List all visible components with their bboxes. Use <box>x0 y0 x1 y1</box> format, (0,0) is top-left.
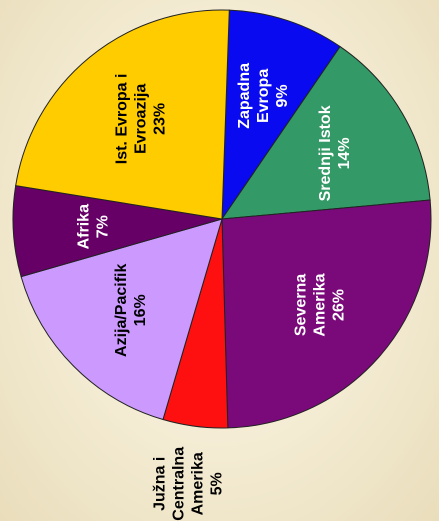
slice-label-line: Amerika <box>190 452 207 515</box>
slice-label-afrika: Afrika 7% <box>76 204 112 249</box>
pie-slice-azija-pacifik <box>20 218 223 421</box>
slice-label-line: Južna i <box>152 457 169 511</box>
slice-label-line: Severna <box>293 274 310 336</box>
slice-label-line: 14% <box>336 137 353 169</box>
slice-label-line: Ist. Evropa i <box>113 74 130 165</box>
slice-label-line: 16% <box>132 294 149 326</box>
slice-label-zapadna: Zapadna Evropa 9% <box>236 63 291 129</box>
slice-label-severna: Severna Amerika 26% <box>293 273 348 336</box>
pie-slice-srednji-istok <box>220 45 431 220</box>
slice-label-line: 9% <box>274 84 291 107</box>
pie-slice-severna <box>221 199 432 429</box>
slice-label-line: 23% <box>151 103 168 135</box>
pie-slices <box>12 9 432 429</box>
slice-label-line: 26% <box>331 289 348 321</box>
slice-label-line: Azija/Pacifik <box>113 264 130 357</box>
slice-label-azija-pacifik: Azija/Pacifik 16% <box>113 264 149 357</box>
slice-label-line: Evroazija <box>132 84 149 154</box>
slice-label-srednji-istok: Srednji Istok 14% <box>317 105 353 201</box>
slice-label-line: Afrika <box>76 204 93 249</box>
slice-label-line: Amerika <box>312 273 329 336</box>
slice-label-line: Evropa <box>255 69 272 123</box>
pie-slice-ist-evropa-i <box>15 9 230 220</box>
slice-label-line: Zapadna <box>236 63 253 129</box>
slice-label-line: 7% <box>95 215 112 238</box>
slice-label-ist-evropa-i: Ist. Evropa i Evroazija 23% <box>113 74 168 165</box>
slice-label-line: Srednji Istok <box>317 105 334 201</box>
slice-label-juzna-i: Južna i Centralna Amerika 5% <box>152 447 226 521</box>
slice-label-line: 5% <box>209 472 226 495</box>
pie-labels: Zapadna Evropa 9%Srednji Istok 14%Severna Am… <box>76 63 353 521</box>
pie-slice-zapadna <box>221 9 341 221</box>
slice-label-line: Centralna <box>171 447 188 521</box>
